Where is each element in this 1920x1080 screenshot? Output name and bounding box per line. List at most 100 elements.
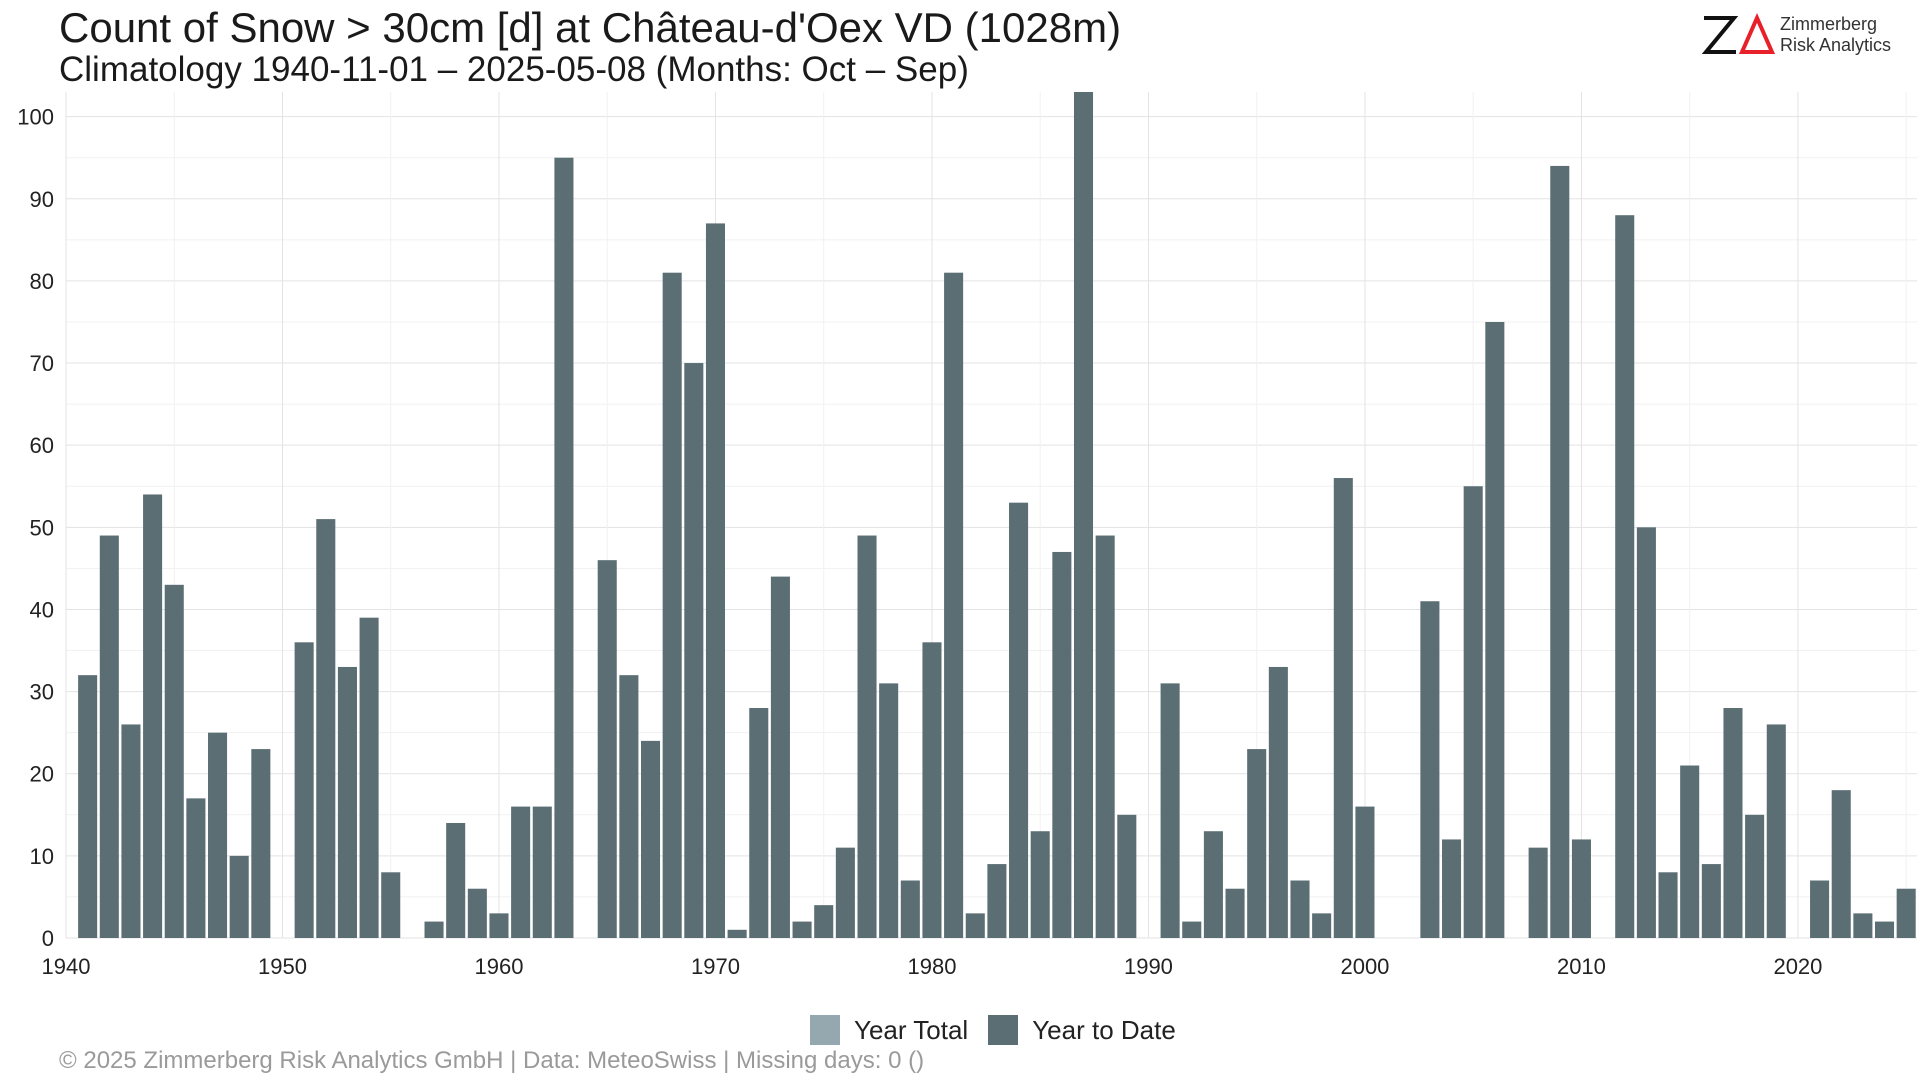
bar-1943 [121,724,141,938]
bar-1979 [900,880,920,938]
bar-1945 [164,584,184,938]
legend-label-year-to-date: Year to Date [1032,1014,1176,1045]
bar-1971 [727,929,747,938]
bar-1961 [511,806,531,938]
bar-1999 [1333,478,1353,938]
bar-1960 [489,913,509,938]
bar-1959 [467,888,487,938]
bar-1966 [619,675,639,938]
company-logo: Zimmerberg Risk Analytics [1700,10,1900,60]
bars [78,92,1916,939]
za-logo-icon [1701,13,1776,54]
y-tick-label: 20 [30,762,54,787]
bar-1974 [792,921,812,938]
logo-line-2: Risk Analytics [1780,35,1892,55]
bar-1998 [1312,913,1332,938]
bar-1988 [1095,535,1115,938]
bar-1948 [229,855,249,938]
chart-subtitle: Climatology 1940-11-01 – 2025-05-08 (Mon… [59,50,969,89]
bar-1977 [857,535,877,938]
legend: Year Total Year to Date [810,1010,1196,1050]
x-tick-label: 2010 [1557,954,1606,979]
y-tick-label: 80 [30,269,54,294]
legend-label-year-total: Year Total [854,1014,969,1045]
bar-2025 [1896,888,1916,938]
bar-1957 [424,921,444,938]
bar-2021 [1810,880,1830,938]
x-tick-label: 1990 [1124,954,1173,979]
legend-swatch-year-total [810,1015,840,1045]
bar-1997 [1290,880,1310,938]
bar-1991 [1160,683,1180,938]
legend-item-year-to-date: Year to Date [988,1015,1176,1046]
bar-2014 [1658,872,1678,938]
logo-line-1: Zimmerberg [1780,14,1878,34]
bar-1996 [1268,666,1288,938]
y-tick-label: 70 [30,351,54,376]
bar-1978 [879,683,899,938]
bar-2005 [1463,486,1483,938]
y-tick-label: 50 [30,515,54,540]
bar-1972 [749,708,769,938]
bar-2009 [1550,165,1570,938]
x-tick-label: 2020 [1773,954,1822,979]
bar-2013 [1636,527,1656,938]
bar-1981 [944,272,964,938]
bar-1942 [99,535,119,938]
x-tick-label: 1970 [691,954,740,979]
y-tick-label: 60 [30,433,54,458]
x-tick-label: 1940 [42,954,91,979]
bar-2008 [1528,847,1548,938]
bar-1967 [641,740,661,938]
bar-1994 [1225,888,1245,938]
bar-1986 [1052,551,1072,938]
bar-1985 [1030,831,1050,938]
x-tick-label: 1960 [475,954,524,979]
bar-1992 [1182,921,1202,938]
y-tick-label: 100 [17,105,54,130]
bar-1958 [446,823,466,938]
chart-title: Count of Snow > 30cm [d] at Château-d'Oe… [59,4,1122,51]
bar-1989 [1117,814,1137,938]
bar-1965 [597,560,617,938]
bar-1969 [684,363,704,938]
bar-2024 [1875,921,1895,938]
bar-1963 [554,157,574,938]
bar-1968 [662,272,682,938]
legend-item-year-total: Year Total [810,1015,968,1046]
y-tick-label: 30 [30,680,54,705]
x-tick-label: 1950 [258,954,307,979]
bar-1982 [965,913,985,938]
y-tick-label: 40 [30,597,54,622]
y-tick-label: 10 [30,844,54,869]
bar-2023 [1853,913,1873,938]
bar-1947 [208,732,228,938]
bar-1976 [835,847,855,938]
bar-1951 [294,642,314,938]
bar-1983 [987,864,1007,938]
bar-1973 [770,576,790,938]
bar-1941 [78,675,98,938]
x-axis-tick-labels: 1940 1950 1960 1970 1980 1990 2000 2010 2020 [42,954,1823,979]
logo-text: Zimmerberg Risk Analytics [1780,14,1891,56]
bar-1980 [922,642,942,938]
bar-1946 [186,798,206,938]
bar-1993 [1203,831,1223,938]
bar-1962 [532,806,552,938]
bar-1995 [1247,749,1267,938]
footer-credits: © 2025 Zimmerberg Risk Analytics GmbH | … [59,1047,925,1074]
bar-1949 [251,749,271,938]
bar-2006 [1485,321,1505,938]
bar-1987 [1073,92,1094,938]
bar-1984 [1009,502,1029,938]
x-tick-label: 1980 [907,954,956,979]
bar-1954 [359,617,379,938]
bar-2015 [1680,765,1700,938]
bar-2016 [1701,864,1721,938]
bar-2018 [1745,814,1765,938]
bar-1952 [316,519,336,938]
bar-2017 [1723,708,1743,938]
bar-2012 [1615,215,1635,939]
bar-1970 [705,223,725,938]
